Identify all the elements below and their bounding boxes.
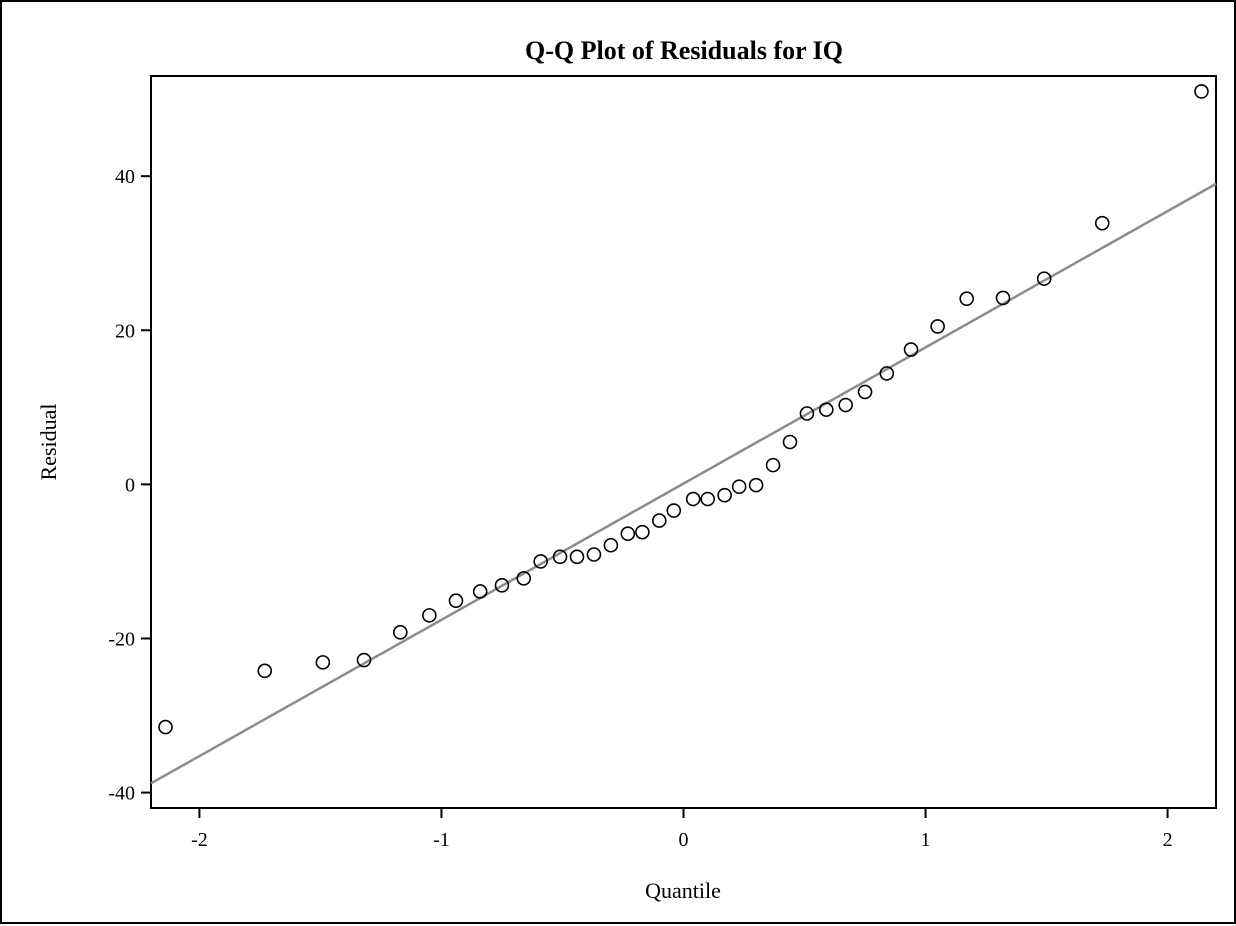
data-point	[960, 292, 973, 305]
data-point	[718, 489, 731, 502]
chart-title: Q-Q Plot of Residuals for IQ	[525, 36, 843, 65]
data-point	[820, 403, 833, 416]
data-point	[1195, 85, 1208, 98]
data-point	[258, 664, 271, 677]
data-point	[701, 493, 714, 506]
data-point	[687, 493, 700, 506]
data-point	[394, 626, 407, 639]
y-tick-label: 40	[115, 166, 135, 188]
data-point	[1096, 217, 1109, 230]
data-point	[839, 399, 852, 412]
data-point	[587, 548, 600, 561]
data-point	[621, 527, 634, 540]
data-point	[905, 343, 918, 356]
x-axis-label: Quantile	[645, 878, 721, 903]
reference-line-layer	[151, 184, 1216, 783]
data-point	[653, 514, 666, 527]
data-point	[474, 585, 487, 598]
data-point	[423, 609, 436, 622]
y-axis: -40 -20 0 20 40	[108, 166, 151, 804]
y-axis-label: Residual	[36, 404, 61, 481]
data-point	[636, 526, 649, 539]
x-tick-label: 1	[921, 829, 931, 851]
data-point	[159, 721, 172, 734]
data-point	[767, 459, 780, 472]
data-point	[604, 539, 617, 552]
reference-line	[151, 184, 1216, 783]
y-tick-label: 0	[125, 474, 135, 496]
x-axis: -2 -1 0 1 2	[191, 808, 1173, 851]
x-tick-label: 2	[1163, 829, 1173, 851]
y-tick-label: 20	[115, 320, 135, 342]
data-point	[784, 436, 797, 449]
data-point	[316, 656, 329, 669]
x-tick-label: -1	[433, 829, 450, 851]
data-point	[667, 504, 680, 517]
data-point	[859, 385, 872, 398]
y-tick-label: -20	[108, 628, 135, 650]
x-tick-label: -2	[191, 829, 208, 851]
data-point	[571, 550, 584, 563]
x-tick-label: 0	[679, 829, 689, 851]
points-layer	[159, 85, 1208, 734]
plot-area	[151, 76, 1216, 808]
data-point	[449, 594, 462, 607]
y-tick-label: -40	[108, 783, 135, 805]
data-point	[931, 320, 944, 333]
data-point	[750, 479, 763, 492]
data-point	[733, 480, 746, 493]
